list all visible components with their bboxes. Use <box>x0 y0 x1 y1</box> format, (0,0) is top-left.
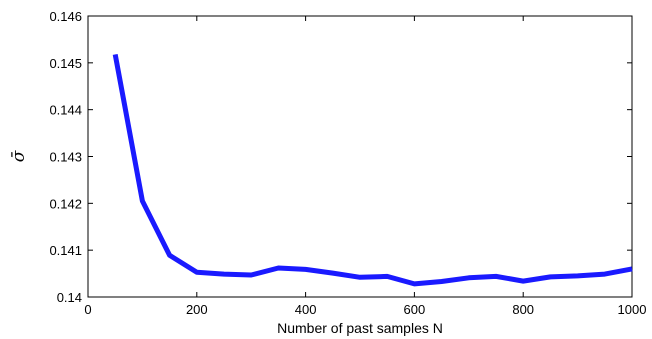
x-axis-label: Number of past samples N <box>277 320 443 336</box>
x-tick-label: 1000 <box>618 302 647 317</box>
plot-area-frame <box>87 15 633 298</box>
y-tick-label: 0.144 <box>49 103 82 118</box>
y-tick-label: 0.141 <box>49 243 82 258</box>
y-tick-label: 0.14 <box>57 290 82 305</box>
y-axis-label: σ̄ <box>9 150 29 162</box>
x-tick-label: 400 <box>295 302 317 317</box>
y-tick-label: 0.143 <box>49 150 82 165</box>
x-axis-ticks: 0 200 400 600 800 1000 <box>84 16 646 317</box>
x-tick-label: 600 <box>404 302 426 317</box>
x-tick-label: 200 <box>186 302 208 317</box>
series-line <box>112 53 633 287</box>
y-tick-label: 0.145 <box>49 56 82 71</box>
y-tick-label: 0.146 <box>49 9 82 24</box>
x-tick-label: 800 <box>512 302 534 317</box>
x-tick-label: 0 <box>84 302 91 317</box>
y-axis-ticks: 0.14 0.141 0.142 0.143 0.144 0.145 0.146 <box>49 9 632 305</box>
series-layer <box>112 53 633 287</box>
y-tick-label: 0.142 <box>49 196 82 211</box>
